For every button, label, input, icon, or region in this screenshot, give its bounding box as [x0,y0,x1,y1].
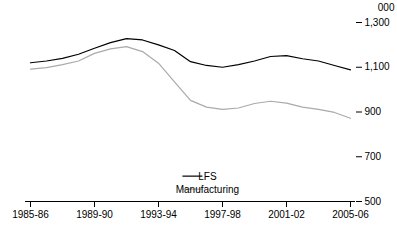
svg-text:1,300: 1,300 [365,17,390,28]
svg-text:1997-98: 1997-98 [204,209,241,220]
svg-text:2001-02: 2001-02 [268,209,305,220]
svg-text:LFS: LFS [198,171,217,182]
svg-text:1993-94: 1993-94 [140,209,177,220]
svg-text:1985-86: 1985-86 [12,209,49,220]
svg-text:Manufacturing: Manufacturing [176,184,239,195]
svg-text:1989-90: 1989-90 [76,209,113,220]
svg-text:1,100: 1,100 [365,61,390,72]
svg-text:500: 500 [365,196,382,207]
svg-text:900: 900 [365,106,382,117]
svg-text:2005-06: 2005-06 [332,209,369,220]
svg-text:700: 700 [365,151,382,162]
svg-text:000: 000 [378,2,395,13]
